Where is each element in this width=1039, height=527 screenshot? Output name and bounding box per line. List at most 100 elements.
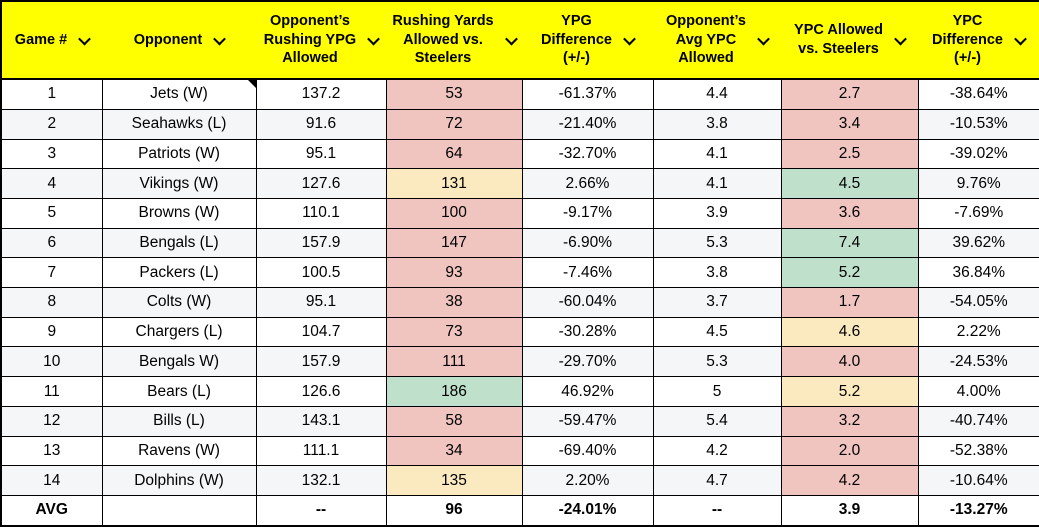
cell-opponent-rushing-ypg-allowed[interactable]: 143.1 xyxy=(255,405,387,437)
column-header-opponent-rushing-ypg-allowed[interactable]: Opponent’s Rushing YPG Allowed xyxy=(256,1,386,80)
cell-ypc-allowed-vs-steelers[interactable]: 4.5 xyxy=(780,168,919,200)
cell-opponent-rushing-ypg-allowed[interactable]: 95.1 xyxy=(255,287,387,318)
cell-opponent-rushing-ypg-allowed[interactable]: 157.9 xyxy=(255,346,387,378)
cell-ypc-difference[interactable]: -7.69% xyxy=(917,198,1039,229)
cell-game-number[interactable]: 5 xyxy=(0,198,103,229)
cell-opponent-avg-ypc-allowed[interactable]: 3.7 xyxy=(652,287,782,318)
cell-ypc-allowed-vs-steelers[interactable]: 7.4 xyxy=(780,227,919,259)
filter-chevron-icon[interactable] xyxy=(623,32,636,45)
cell-ypc-difference[interactable]: 4.00% xyxy=(917,376,1039,407)
cell-opponent[interactable]: Bengals W) xyxy=(101,346,257,378)
cell-ypg-difference[interactable]: -21.40% xyxy=(521,108,654,140)
filter-chevron-icon[interactable] xyxy=(894,32,907,45)
cell-ypg-difference[interactable]: -29.70% xyxy=(521,346,654,378)
cell-ypc-difference[interactable]: -10.64% xyxy=(917,465,1039,496)
cell-ypc-difference[interactable]: -39.02% xyxy=(917,138,1039,170)
cell-game-number[interactable]: 11 xyxy=(0,376,103,407)
cell-game-number[interactable]: 8 xyxy=(0,287,103,318)
cell-opponent-rushing-ypg-allowed[interactable]: 111.1 xyxy=(255,435,387,467)
cell-ypc-allowed-vs-steelers[interactable]: 2.5 xyxy=(780,138,919,170)
cell-opponent-avg-ypc-allowed[interactable]: 5.3 xyxy=(652,227,782,259)
cell-opponent-avg-ypc-allowed[interactable]: 4.5 xyxy=(652,316,782,348)
filter-chevron-icon[interactable] xyxy=(1014,32,1027,45)
cell-ypc-difference[interactable]: -52.38% xyxy=(917,435,1039,467)
cell-rushing-yards-allowed-vs-steelers[interactable]: 147 xyxy=(385,227,523,259)
column-header-ypg-difference[interactable]: YPG Difference (+/-) xyxy=(522,1,653,80)
cell-ypc-difference[interactable]: -54.05% xyxy=(917,287,1039,318)
cell-opponent[interactable]: Bengals (L) xyxy=(101,227,257,259)
cell-opponent-rushing-ypg-allowed[interactable]: -- xyxy=(255,494,387,527)
cell-opponent[interactable]: Bears (L) xyxy=(101,376,257,407)
cell-opponent[interactable]: Jets (W) xyxy=(101,78,257,110)
column-header-ypc-allowed-vs-steelers[interactable]: YPC Allowed vs. Steelers xyxy=(781,1,918,80)
cell-opponent[interactable]: Dolphins (W) xyxy=(101,465,257,496)
cell-rushing-yards-allowed-vs-steelers[interactable]: 53 xyxy=(385,78,523,110)
cell-opponent-avg-ypc-allowed[interactable]: 5 xyxy=(652,376,782,407)
cell-opponent-rushing-ypg-allowed[interactable]: 104.7 xyxy=(255,316,387,348)
filter-chevron-icon[interactable] xyxy=(213,32,227,45)
cell-ypc-allowed-vs-steelers[interactable]: 5.2 xyxy=(780,257,919,289)
filter-chevron-icon[interactable] xyxy=(757,32,770,45)
column-header-opponent-avg-ypc-allowed[interactable]: Opponent’s Avg YPC Allowed xyxy=(653,1,781,80)
cell-ypg-difference[interactable]: 2.20% xyxy=(521,465,654,496)
cell-opponent[interactable]: Packers (L) xyxy=(101,257,257,289)
cell-opponent-rushing-ypg-allowed[interactable]: 127.6 xyxy=(255,168,387,200)
cell-game-number[interactable]: 1 xyxy=(0,78,103,110)
cell-ypc-difference[interactable]: 36.84% xyxy=(917,257,1039,289)
cell-ypc-allowed-vs-steelers[interactable]: 1.7 xyxy=(780,287,919,318)
cell-ypc-allowed-vs-steelers[interactable]: 3.4 xyxy=(780,108,919,140)
cell-game-number[interactable]: 14 xyxy=(0,465,103,496)
cell-opponent-avg-ypc-allowed[interactable]: 3.8 xyxy=(652,108,782,140)
cell-opponent[interactable]: Bills (L) xyxy=(101,405,257,437)
cell-opponent-avg-ypc-allowed[interactable]: -- xyxy=(652,494,782,527)
cell-game-number[interactable]: 4 xyxy=(0,168,103,200)
column-header-ypc-difference[interactable]: YPC Difference (+/-) xyxy=(918,1,1039,80)
cell-rushing-yards-allowed-vs-steelers[interactable]: 96 xyxy=(385,494,523,527)
cell-ypc-allowed-vs-steelers[interactable]: 3.9 xyxy=(780,494,919,527)
cell-opponent-avg-ypc-allowed[interactable]: 4.7 xyxy=(652,465,782,496)
cell-opponent-rushing-ypg-allowed[interactable]: 137.2 xyxy=(255,78,387,110)
cell-game-number[interactable]: 6 xyxy=(0,227,103,259)
cell-rushing-yards-allowed-vs-steelers[interactable]: 72 xyxy=(385,108,523,140)
cell-opponent-avg-ypc-allowed[interactable]: 3.8 xyxy=(652,257,782,289)
cell-ypg-difference[interactable]: -59.47% xyxy=(521,405,654,437)
cell-game-number[interactable]: 9 xyxy=(0,316,103,348)
cell-opponent-avg-ypc-allowed[interactable]: 3.9 xyxy=(652,198,782,229)
cell-ypg-difference[interactable]: -7.46% xyxy=(521,257,654,289)
cell-rushing-yards-allowed-vs-steelers[interactable]: 131 xyxy=(385,168,523,200)
cell-ypc-difference[interactable]: -38.64% xyxy=(917,78,1039,110)
cell-game-number[interactable]: 2 xyxy=(0,108,103,140)
cell-opponent[interactable] xyxy=(101,494,257,527)
filter-chevron-icon[interactable] xyxy=(367,32,381,45)
cell-opponent-avg-ypc-allowed[interactable]: 4.4 xyxy=(652,78,782,110)
cell-opponent-rushing-ypg-allowed[interactable]: 110.1 xyxy=(255,198,387,229)
cell-ypc-difference[interactable]: -24.53% xyxy=(917,346,1039,378)
cell-rushing-yards-allowed-vs-steelers[interactable]: 34 xyxy=(385,435,523,467)
cell-ypc-allowed-vs-steelers[interactable]: 2.7 xyxy=(780,78,919,110)
cell-ypc-allowed-vs-steelers[interactable]: 5.2 xyxy=(780,376,919,407)
cell-rushing-yards-allowed-vs-steelers[interactable]: 58 xyxy=(385,405,523,437)
cell-rushing-yards-allowed-vs-steelers[interactable]: 38 xyxy=(385,287,523,318)
cell-rushing-yards-allowed-vs-steelers[interactable]: 111 xyxy=(385,346,523,378)
cell-opponent[interactable]: Chargers (L) xyxy=(101,316,257,348)
cell-opponent-avg-ypc-allowed[interactable]: 4.1 xyxy=(652,138,782,170)
cell-game-number[interactable]: 7 xyxy=(0,257,103,289)
cell-ypg-difference[interactable]: -24.01% xyxy=(521,494,654,527)
cell-opponent[interactable]: Ravens (W) xyxy=(101,435,257,467)
cell-opponent[interactable]: Seahawks (L) xyxy=(101,108,257,140)
cell-rushing-yards-allowed-vs-steelers[interactable]: 93 xyxy=(385,257,523,289)
cell-ypc-allowed-vs-steelers[interactable]: 4.0 xyxy=(780,346,919,378)
cell-opponent[interactable]: Patriots (W) xyxy=(101,138,257,170)
cell-ypg-difference[interactable]: -32.70% xyxy=(521,138,654,170)
cell-game-number[interactable]: 3 xyxy=(0,138,103,170)
cell-ypc-difference[interactable]: -40.74% xyxy=(917,405,1039,437)
cell-opponent[interactable]: Browns (W) xyxy=(101,198,257,229)
cell-ypc-allowed-vs-steelers[interactable]: 4.2 xyxy=(780,465,919,496)
cell-rushing-yards-allowed-vs-steelers[interactable]: 135 xyxy=(385,465,523,496)
cell-ypg-difference[interactable]: -9.17% xyxy=(521,198,654,229)
cell-game-number[interactable]: 13 xyxy=(0,435,103,467)
cell-ypg-difference[interactable]: -60.04% xyxy=(521,287,654,318)
cell-ypc-allowed-vs-steelers[interactable]: 3.2 xyxy=(780,405,919,437)
cell-game-number[interactable]: 12 xyxy=(0,405,103,437)
cell-opponent[interactable]: Colts (W) xyxy=(101,287,257,318)
